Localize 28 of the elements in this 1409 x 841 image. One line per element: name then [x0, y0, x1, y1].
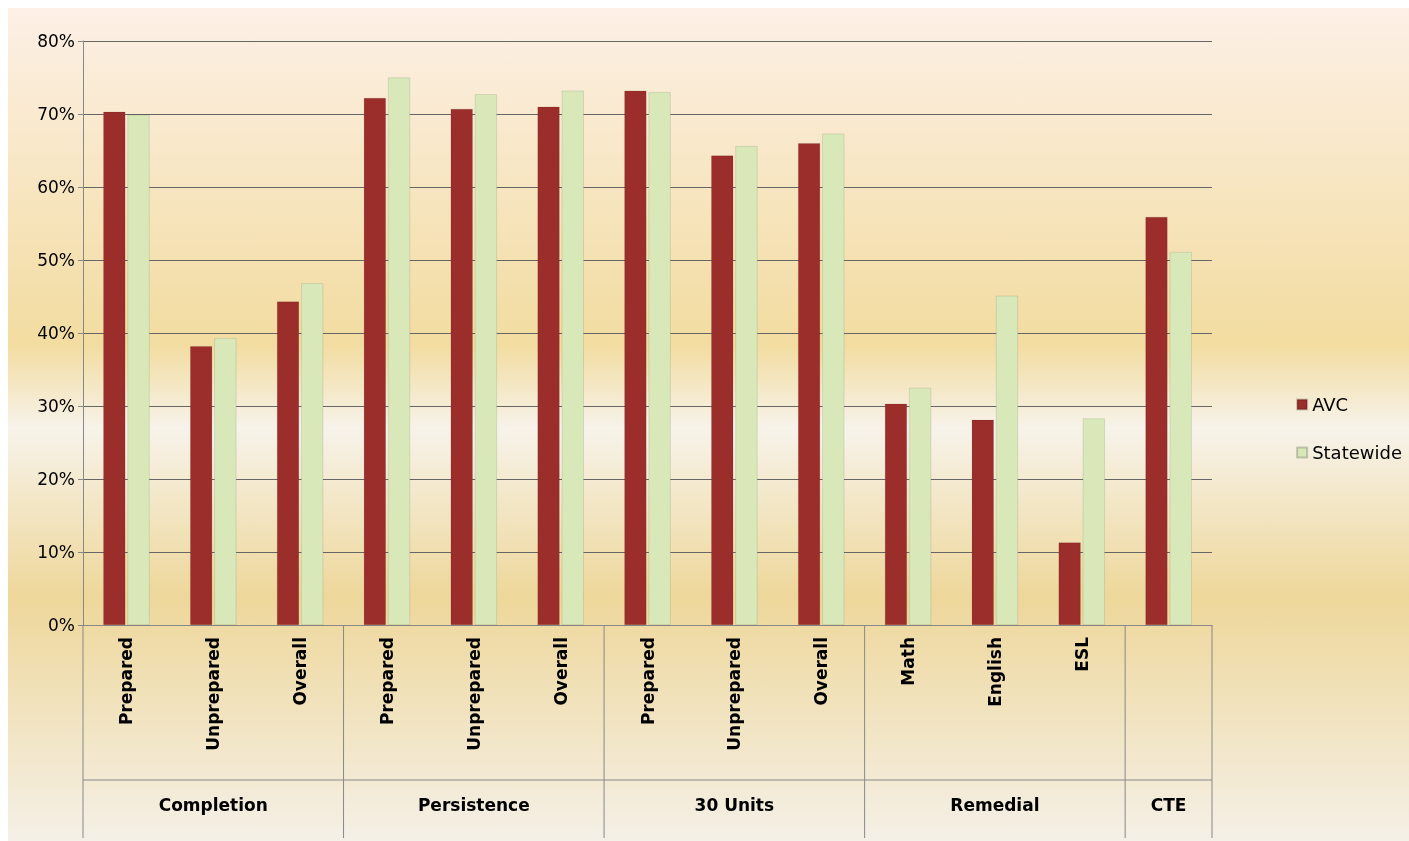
text: Completion [158, 795, 268, 815]
x-tick-label: Unprepared [203, 637, 224, 751]
x-tick-label: ESL [1071, 636, 1092, 672]
x-tick-label: Unprepared [724, 637, 745, 751]
text: Remedial [950, 795, 1040, 815]
y-tick-label: 0% [48, 615, 75, 635]
x-tick-label: Prepared [116, 637, 137, 726]
y-tick-label: 50% [37, 250, 75, 270]
text: CTE [1150, 795, 1187, 815]
x-tick-label: English [984, 637, 1005, 707]
legend-label: AVC [1312, 394, 1349, 415]
x-tick-label: Math [898, 637, 919, 686]
y-tick-label: 30% [37, 396, 75, 416]
y-tick-label: 80% [37, 31, 75, 51]
y-tick-label: 70% [37, 104, 75, 124]
x-tick-label: Overall [550, 637, 571, 706]
legend-label: Statewide [1312, 442, 1403, 463]
y-tick-label: 20% [37, 469, 75, 489]
y-tick-label: 40% [37, 323, 75, 343]
x-tick-label: Prepared [637, 637, 658, 726]
x-tick-label: Overall [811, 637, 832, 706]
x-tick-label: Unprepared [463, 637, 484, 751]
y-tick-label: 10% [37, 542, 75, 562]
text: 30 Units [694, 795, 775, 815]
x-tick-label: Prepared [376, 637, 397, 726]
text: Persistence [417, 795, 530, 815]
x-tick-label: Overall [290, 637, 311, 706]
y-tick-label: 60% [37, 177, 75, 197]
